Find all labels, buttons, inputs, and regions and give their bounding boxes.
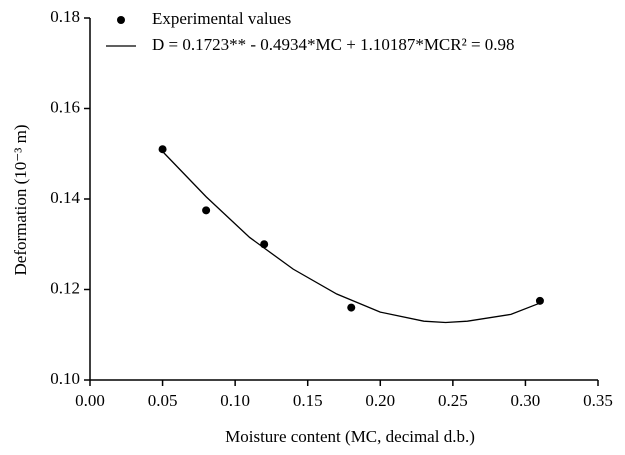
y-axis-label: Deformation (10⁻³ m) [11, 125, 30, 276]
x-tick-label: 0.25 [438, 391, 468, 410]
x-axis-label: Moisture content (MC, decimal d.b.) [225, 427, 475, 446]
fit-curve [162, 151, 541, 324]
y-tick-label: 0.18 [50, 7, 80, 26]
x-tick-label: 0.00 [75, 391, 105, 410]
data-point [535, 296, 544, 305]
y-tick-label: 0.16 [50, 97, 80, 116]
x-tick-label: 0.30 [511, 391, 541, 410]
x-tick-label: 0.35 [583, 391, 613, 410]
data-point [347, 303, 356, 312]
data-point [158, 145, 167, 154]
x-tick-label: 0.10 [220, 391, 250, 410]
data-point [260, 240, 269, 249]
x-tick-label: 0.15 [293, 391, 323, 410]
y-tick-label: 0.12 [50, 278, 80, 297]
data-point [202, 206, 211, 215]
x-tick-label: 0.20 [365, 391, 395, 410]
legend-marker [117, 16, 125, 24]
legend-label: D = 0.1723** - 0.4934*MC + 1.10187*MCR² … [152, 35, 515, 54]
x-tick-label: 0.05 [148, 391, 178, 410]
legend-label: Experimental values [152, 9, 291, 28]
y-tick-label: 0.10 [50, 369, 80, 388]
y-tick-label: 0.14 [50, 188, 80, 207]
